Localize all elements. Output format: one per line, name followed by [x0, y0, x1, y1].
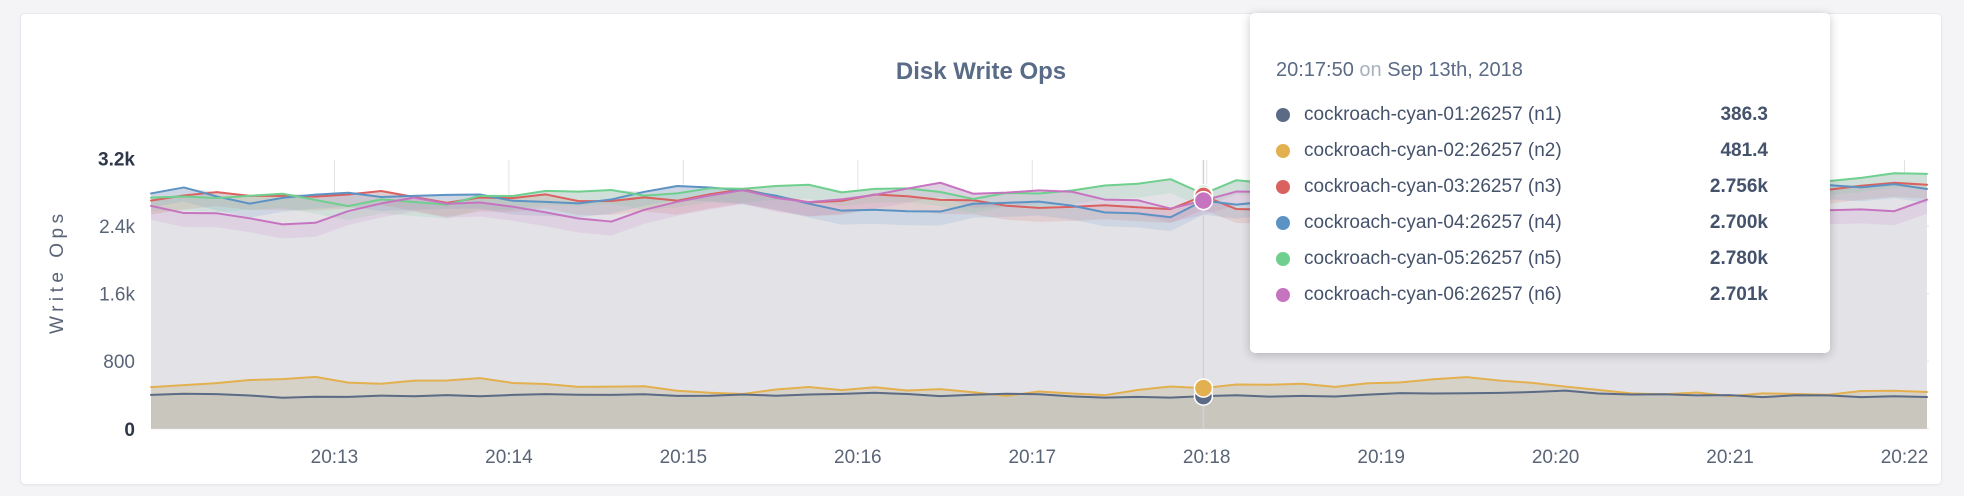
svg-text:20:22: 20:22 — [1881, 447, 1929, 468]
svg-text:20:13: 20:13 — [311, 447, 359, 468]
svg-text:0: 0 — [124, 420, 135, 441]
svg-text:20:15: 20:15 — [660, 447, 708, 468]
svg-text:20:17: 20:17 — [1008, 447, 1056, 468]
svg-text:20:20: 20:20 — [1532, 447, 1580, 468]
svg-text:2.4k: 2.4k — [99, 217, 135, 238]
svg-text:20:14: 20:14 — [485, 447, 533, 468]
svg-text:20:21: 20:21 — [1706, 447, 1754, 468]
svg-text:20:16: 20:16 — [834, 447, 882, 468]
svg-text:20:18: 20:18 — [1183, 447, 1231, 468]
svg-text:800: 800 — [103, 352, 135, 373]
svg-text:1.6k: 1.6k — [99, 285, 135, 306]
svg-text:3.2k: 3.2k — [98, 149, 135, 170]
svg-text:20:19: 20:19 — [1357, 447, 1405, 468]
